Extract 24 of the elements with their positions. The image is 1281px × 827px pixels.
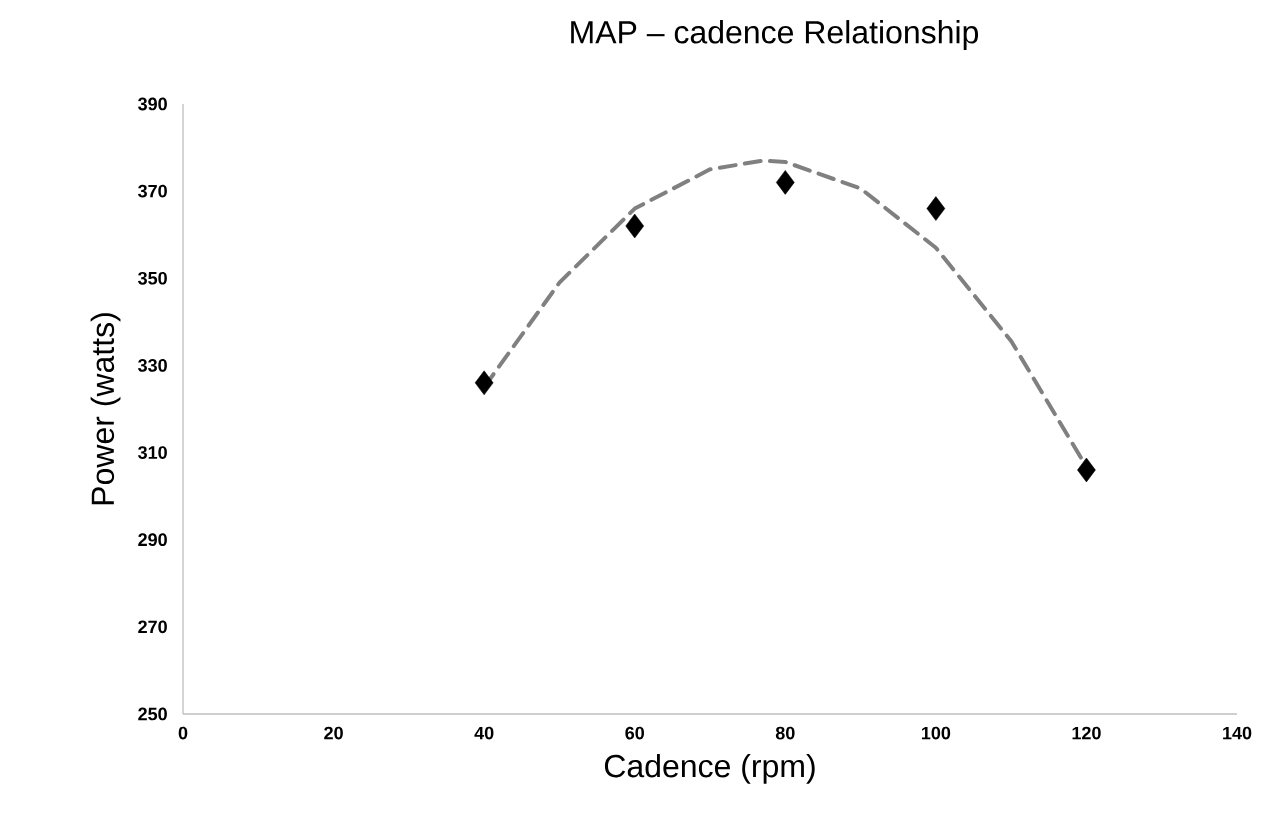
y-axis-title: Power (watts) [90, 313, 121, 505]
y-tick-label: 270 [138, 620, 167, 634]
x-tick-label: 40 [474, 726, 494, 740]
x-tick-label: 140 [1223, 726, 1252, 740]
point [926, 196, 946, 221]
x-tick-label: 100 [921, 726, 951, 740]
y-tick-label: 330 [138, 359, 167, 372]
point [474, 370, 494, 396]
chart-title: MAP – cadence Relationship [571, 20, 979, 50]
y-tick-label: 350 [138, 271, 167, 285]
point [625, 213, 644, 239]
x-axis-title: Cadence (rpm) [604, 753, 815, 784]
x-tick-label: 0 [178, 726, 188, 740]
x-tick-label: 20 [324, 726, 343, 740]
point [776, 170, 795, 195]
x-tick-label: 80 [775, 726, 795, 740]
point [1077, 457, 1096, 483]
y-tick-label: 250 [138, 707, 167, 721]
y-tick-label: 310 [138, 446, 167, 459]
x-tick-label: 60 [625, 726, 644, 740]
x-tick-label: 120 [1072, 726, 1101, 740]
y-tick-label: 370 [138, 184, 167, 198]
y-tick-label: 390 [138, 97, 167, 111]
y-tick-label: 290 [138, 533, 167, 547]
